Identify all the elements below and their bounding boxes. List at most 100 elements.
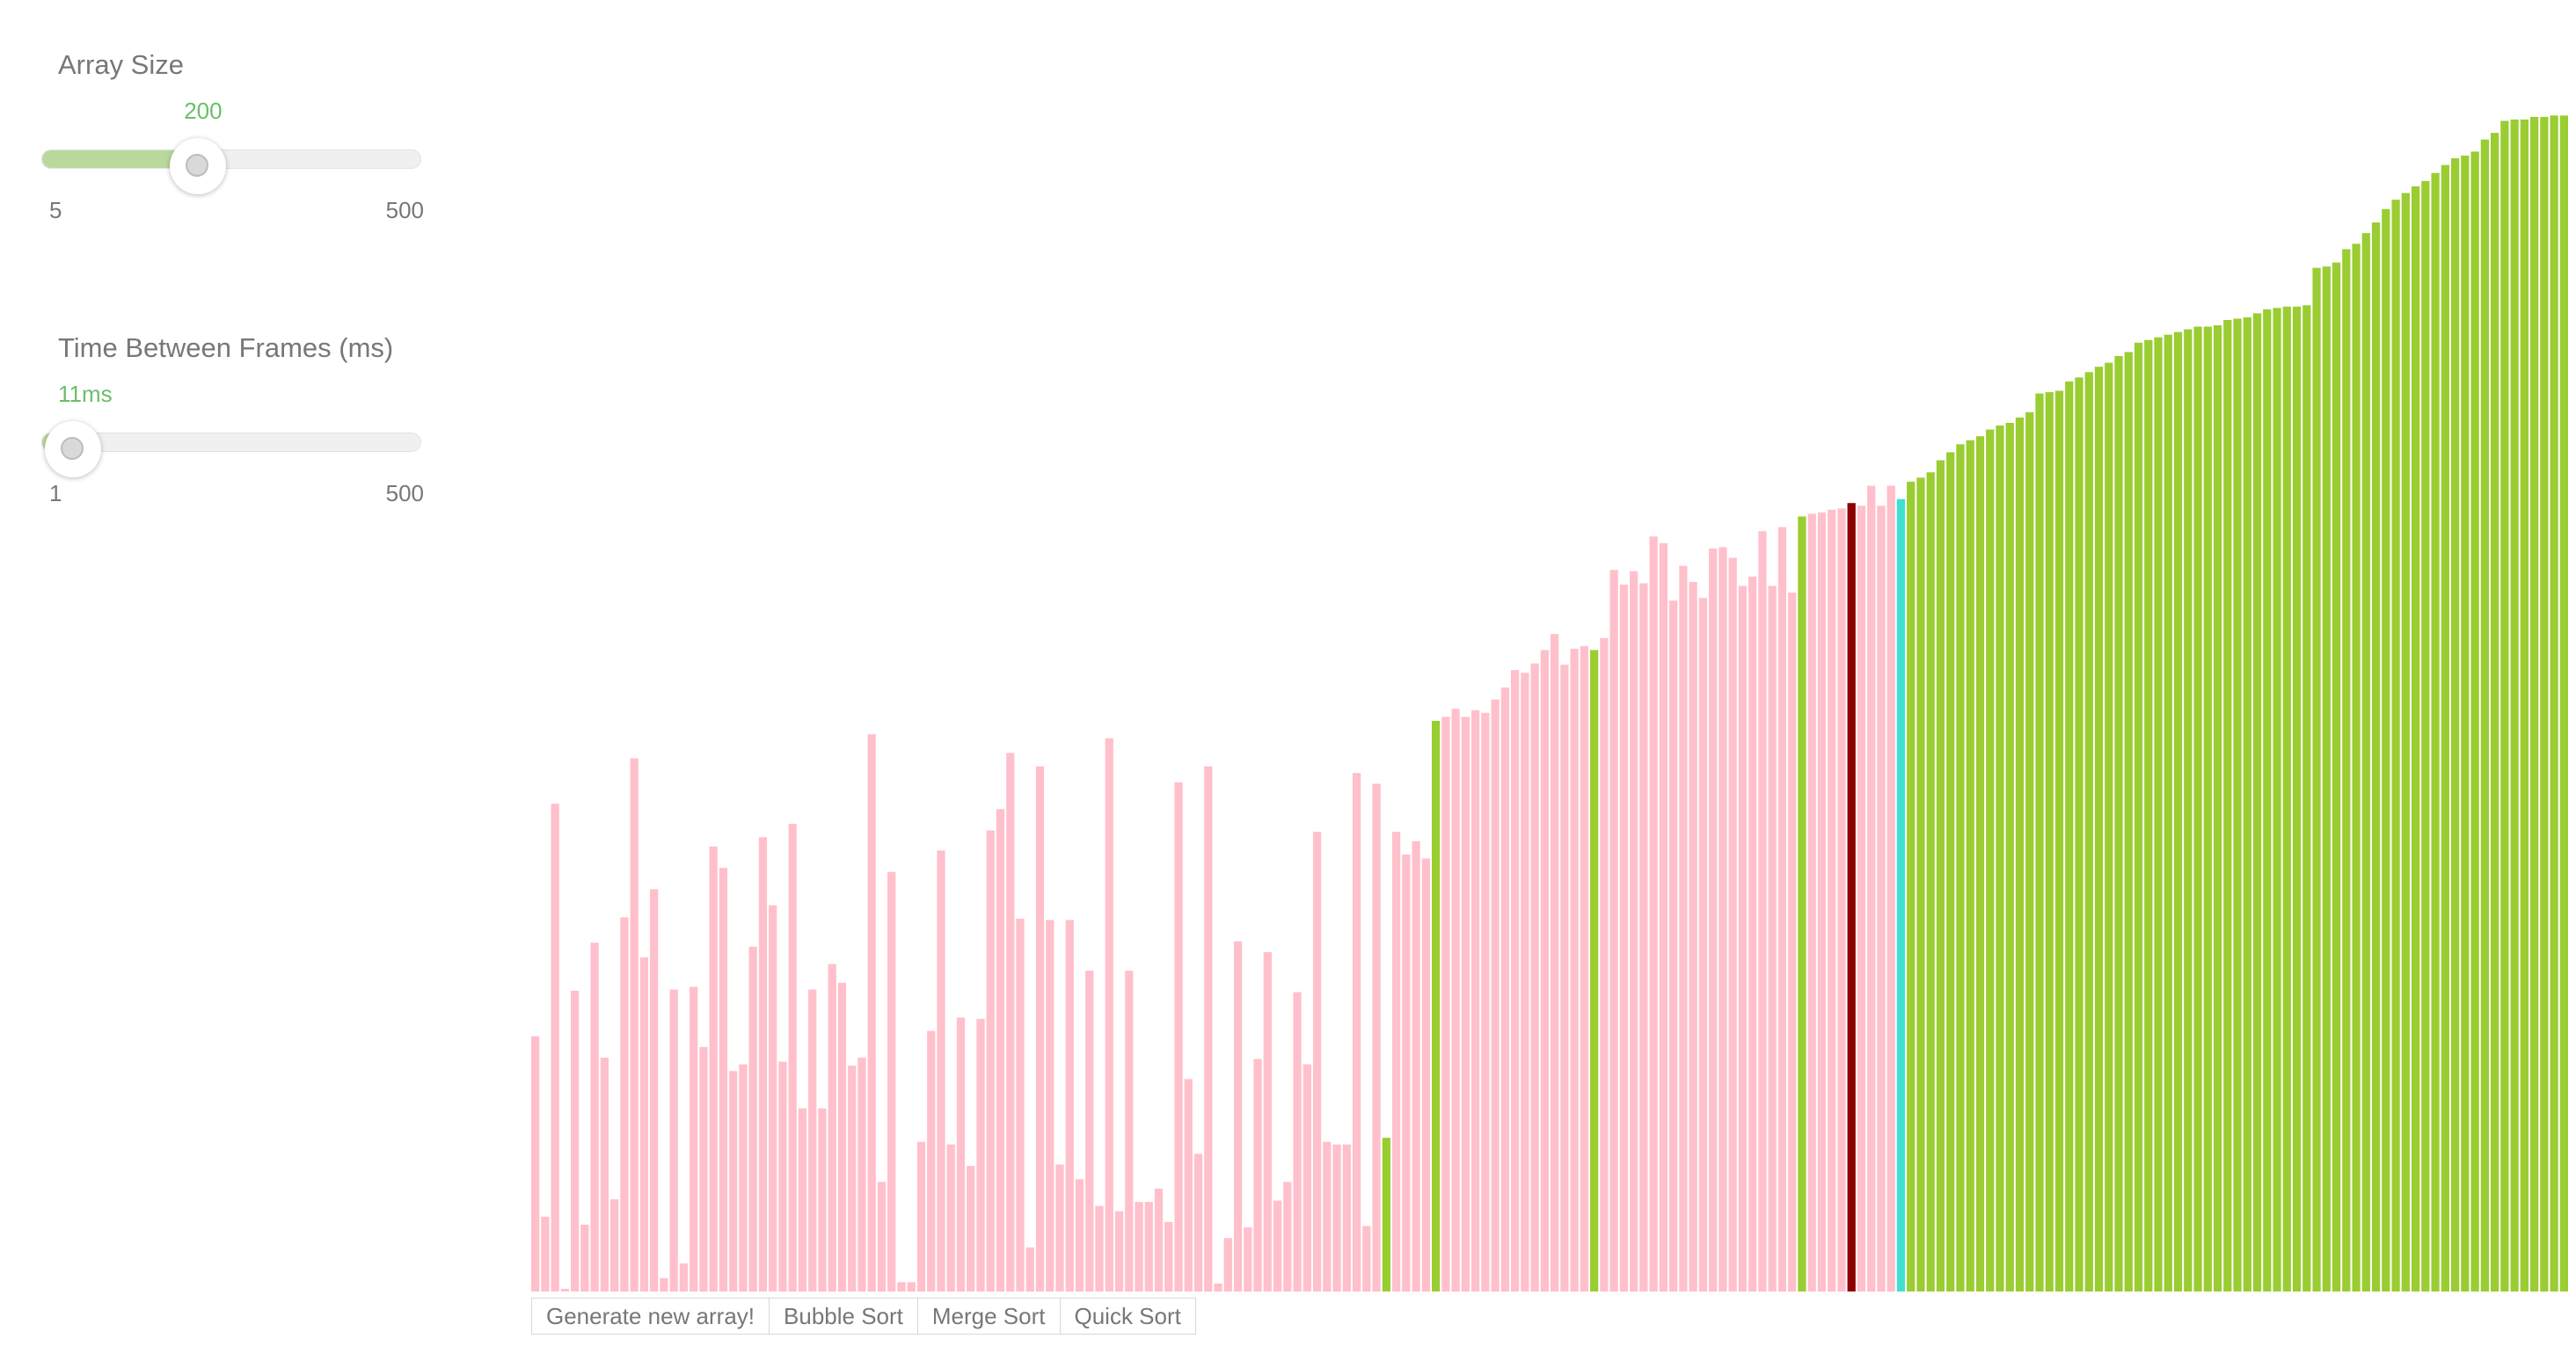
array-bar-sorted: [2193, 326, 2202, 1291]
array-bar-unsorted: [828, 964, 836, 1291]
array-bar-sorted: [2035, 393, 2044, 1291]
array-bar-unsorted: [1372, 783, 1381, 1291]
array-bar-sorted: [2025, 411, 2034, 1291]
array-bar-unsorted: [580, 1225, 589, 1291]
array-bar-unsorted: [1777, 527, 1787, 1291]
array-bar-unsorted: [610, 1199, 619, 1291]
array-bar-unsorted: [1075, 1179, 1084, 1291]
merge-sort-button[interactable]: Merge Sort: [916, 1298, 1061, 1335]
array-bar-sorted: [2005, 423, 2014, 1291]
array-bar-sorted: [2302, 305, 2311, 1291]
array-bar-sorted: [1956, 444, 1965, 1291]
array-bar-unsorted: [1807, 513, 1816, 1291]
array-bar-unsorted: [1570, 648, 1579, 1291]
array-bar-unsorted: [1728, 557, 1737, 1291]
array-bar-unsorted: [560, 1288, 570, 1291]
array-bar-unsorted: [1046, 920, 1054, 1291]
array-bars-svg: [531, 115, 2568, 1291]
array-bar-unsorted: [1719, 547, 1727, 1291]
array-bar-unsorted: [1342, 1144, 1351, 1291]
array-bar-unsorted: [1303, 1064, 1311, 1291]
bubble-sort-button[interactable]: Bubble Sort: [769, 1298, 918, 1335]
array-bar-unsorted: [1006, 753, 1015, 1291]
sort-controls: Generate new array! Bubble Sort Merge So…: [531, 1298, 1196, 1335]
array-bar-sorted: [2243, 316, 2251, 1291]
array-bar-unsorted: [639, 957, 649, 1291]
array-bar-sorted: [2263, 309, 2272, 1291]
array-bar-unsorted: [1669, 600, 1678, 1291]
array-bar-sorted: [1996, 426, 2004, 1291]
array-bar-unsorted: [1035, 766, 1045, 1291]
array-bar-sorted: [2421, 180, 2430, 1291]
array-bar-unsorted: [1016, 918, 1025, 1291]
array-bar-unsorted: [1510, 670, 1520, 1291]
array-size-track[interactable]: [41, 149, 421, 169]
array-size-handle[interactable]: [169, 138, 226, 194]
array-bar-sorted: [2371, 222, 2381, 1291]
array-bar-sorted: [2213, 325, 2222, 1291]
array-bar-unsorted: [758, 837, 768, 1291]
array-bar-sorted: [2075, 377, 2083, 1291]
array-bar-unsorted: [650, 889, 659, 1291]
array-bar-sorted: [2164, 334, 2172, 1291]
quick-sort-button[interactable]: Quick Sort: [1059, 1298, 1196, 1335]
array-bar-unsorted: [1679, 565, 1688, 1291]
array-bar-unsorted: [541, 1216, 550, 1291]
array-bar-unsorted: [897, 1282, 906, 1291]
array-bar-unsorted: [1193, 1153, 1203, 1291]
array-bar-unsorted: [1362, 1226, 1371, 1291]
array-bar-unsorted: [1312, 832, 1322, 1291]
array-bar-unsorted: [1619, 584, 1629, 1291]
array-bar-sorted: [2470, 151, 2479, 1291]
array-bar-unsorted: [1461, 717, 1470, 1291]
array-bar-sorted: [2252, 313, 2262, 1291]
array-bar-unsorted: [1609, 570, 1618, 1291]
array-bar-unsorted: [1283, 1182, 1292, 1291]
array-bar-unsorted: [1828, 509, 1836, 1291]
array-bar-sorted: [2105, 362, 2113, 1291]
array-bar-sorted: [2233, 318, 2242, 1291]
array-bar-sorted: [2401, 193, 2410, 1291]
array-bar-unsorted: [1837, 508, 1846, 1291]
array-bar-unsorted: [679, 1263, 689, 1291]
array-bar-unsorted: [1402, 854, 1411, 1291]
array-bar-compare: [1847, 503, 1856, 1291]
array-bar-sorted: [2382, 208, 2390, 1291]
array-bar-unsorted: [1540, 650, 1549, 1291]
array-bar-unsorted: [986, 830, 995, 1291]
array-bar-unsorted: [1630, 571, 1638, 1291]
array-bar-unsorted: [1698, 598, 1708, 1291]
array-bar-unsorted: [620, 917, 629, 1291]
array-bar-unsorted: [699, 1046, 708, 1291]
array-size-fill: [42, 150, 199, 168]
array-bar-sorted: [2411, 186, 2420, 1291]
generate-array-button[interactable]: Generate new array!: [531, 1298, 770, 1335]
array-bar-unsorted: [1332, 1144, 1341, 1291]
array-bar-sorted: [2094, 367, 2104, 1291]
array-bar-sorted: [2312, 267, 2321, 1291]
array-bar-unsorted: [1441, 717, 1450, 1291]
array-bar-sorted: [2223, 319, 2232, 1291]
array-bar-sorted: [1590, 650, 1599, 1291]
array-bar-unsorted: [1886, 485, 1895, 1291]
array-bar-unsorted: [1154, 1188, 1164, 1291]
array-bar-unsorted: [808, 989, 817, 1291]
array-bar-unsorted: [1639, 583, 1648, 1291]
array-size-value: 200: [184, 98, 223, 124]
array-bar-unsorted: [967, 1166, 975, 1291]
array-bar-sorted: [1798, 516, 1806, 1291]
array-size-title: Array Size: [58, 49, 184, 80]
array-bar-unsorted: [1125, 971, 1134, 1291]
array-bar-unsorted: [1174, 782, 1183, 1291]
frame-time-handle[interactable]: [44, 421, 101, 477]
array-bar-sorted: [1986, 429, 1995, 1291]
frame-time-max-label: 500: [385, 480, 424, 506]
array-bars-chart: [531, 84, 2570, 1291]
array-bar-unsorted: [1323, 1141, 1332, 1291]
array-bar-unsorted: [1788, 593, 1797, 1291]
array-bar-sorted: [2173, 331, 2183, 1291]
array-bar-unsorted: [907, 1282, 916, 1291]
array-bar-sorted: [2342, 249, 2351, 1291]
array-bar-unsorted: [1204, 766, 1213, 1291]
